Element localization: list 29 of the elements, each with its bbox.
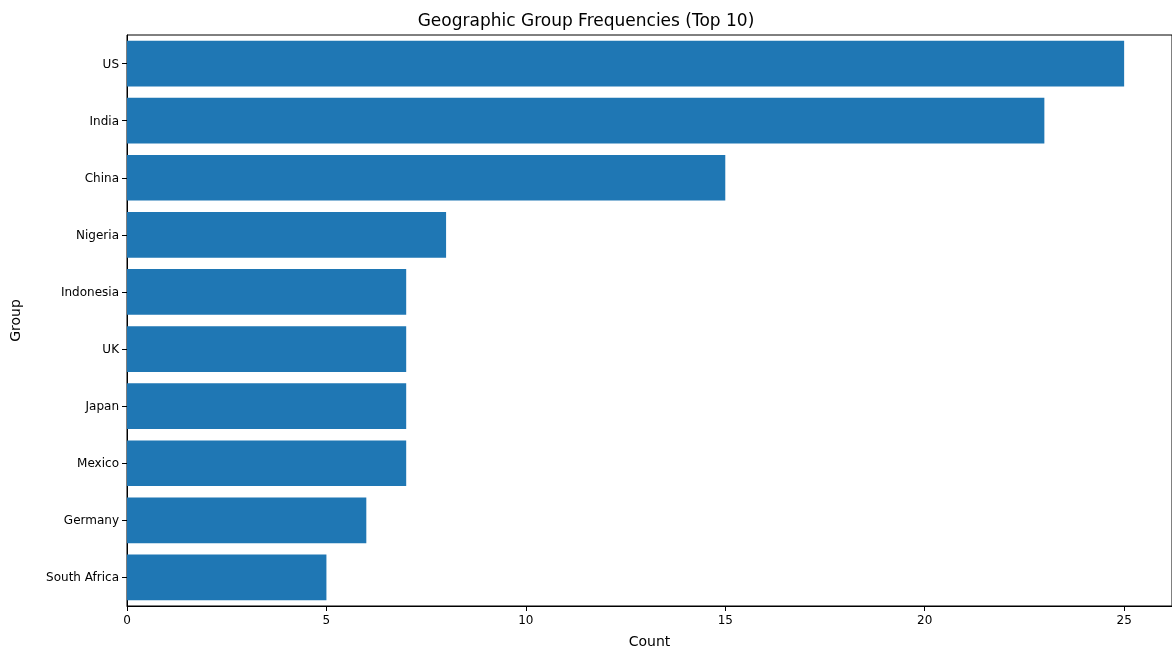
x-tick-label: 15 (717, 613, 733, 627)
y-axis-title: Group (7, 299, 23, 342)
y-tick-label: Nigeria (76, 227, 119, 242)
bar (127, 40, 1125, 87)
bar (127, 383, 407, 429)
x-tick-label: 25 (1116, 613, 1132, 627)
bar (127, 97, 1045, 144)
y-tick-label: US (102, 56, 119, 71)
bar (127, 212, 447, 258)
bar (127, 554, 327, 601)
x-tick-label: 5 (322, 613, 331, 627)
x-tick-label: 20 (917, 613, 933, 627)
y-tick-label: China (84, 170, 119, 185)
y-tick-label: Mexico (77, 456, 119, 471)
y-tick-label: India (89, 113, 119, 128)
y-tick-label: UK (102, 342, 121, 357)
bar (127, 497, 367, 544)
x-tick-label: 0 (123, 613, 131, 627)
y-tick-label: Japan (84, 399, 119, 414)
x-tick-label: 10 (518, 613, 534, 627)
chart-title: Geographic Group Frequencies (Top 10) (417, 9, 755, 30)
y-tick-label: South Africa (46, 570, 119, 585)
y-tick-label: Indonesia (60, 284, 119, 299)
bar (127, 154, 726, 201)
bar (127, 440, 407, 487)
bar (127, 326, 407, 372)
bar (127, 269, 407, 315)
x-axis-title: Count (628, 633, 671, 649)
y-tick-label: Germany (63, 513, 119, 528)
